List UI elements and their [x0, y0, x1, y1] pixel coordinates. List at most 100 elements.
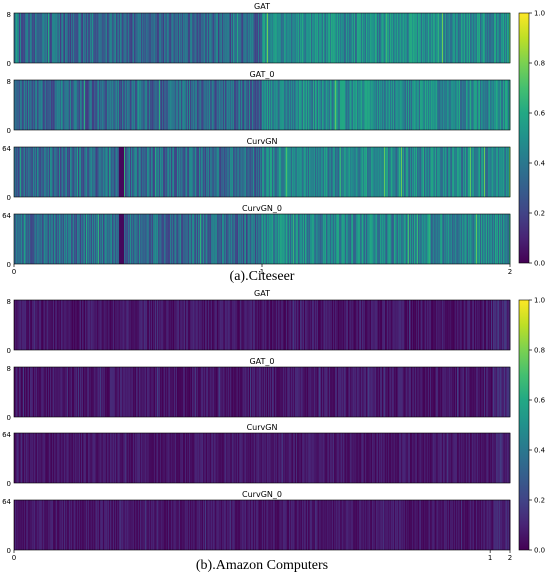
heatmap-cell-column: [173, 300, 175, 350]
heatmap-cell-column: [326, 13, 328, 63]
heatmap-cell-column: [374, 367, 376, 417]
heatmap-cell-column: [123, 433, 125, 483]
heatmap-cell-column: [132, 214, 134, 264]
heatmap-cell-column: [191, 433, 193, 483]
heatmap-cell-column: [156, 214, 158, 264]
heatmap-cell-column: [310, 214, 312, 264]
heatmap-cell-column: [406, 433, 408, 483]
heatmap-cell-column: [27, 214, 29, 264]
heatmap-cell-column: [20, 80, 22, 130]
heatmap-cell-column: [275, 500, 277, 550]
heatmap-cell-column: [334, 300, 336, 350]
heatmap-cell-column: [290, 367, 292, 417]
heatmap-cell-column: [508, 300, 510, 350]
heatmap-cell-column: [335, 367, 337, 417]
heatmap-cell-column: [315, 80, 317, 130]
heatmap-cell-column: [480, 433, 482, 483]
heatmap-cell-column: [34, 433, 36, 483]
heatmap-cell-column: [203, 367, 205, 417]
heatmap-cell-column: [33, 214, 35, 264]
heatmap-cell-column: [491, 300, 493, 350]
heatmap-cell-column: [151, 147, 153, 197]
heatmap-cell-column: [383, 147, 385, 197]
heatmap-cell-column: [158, 367, 160, 417]
heatmap-cell-column: [447, 80, 449, 130]
heatmap-cell-column: [315, 433, 317, 483]
heatmap-cell-column: [204, 80, 206, 130]
heatmap-cell-column: [263, 147, 265, 197]
heatmap-cell-column: [58, 367, 60, 417]
heatmap-cell-column: [452, 433, 454, 483]
heatmap-cell-column: [390, 80, 392, 130]
heatmap-cell-column: [305, 300, 307, 350]
heatmap-cell-column: [342, 80, 344, 130]
heatmap-cell-column: [363, 367, 365, 417]
heatmap-cell-column: [136, 500, 138, 550]
heatmap-cell-column: [209, 214, 211, 264]
heatmap-cell-column: [187, 214, 189, 264]
heatmap-cell-column: [83, 500, 85, 550]
heatmap-cell-column: [211, 367, 213, 417]
heatmap-cell-column: [168, 13, 170, 63]
heatmap-cell-column: [220, 13, 222, 63]
heatmap-cell-column: [86, 300, 88, 350]
heatmap-cell-column: [87, 214, 89, 264]
heatmap-cell-column: [333, 147, 335, 197]
heatmap-cell-column: [420, 214, 422, 264]
heatmap-cell-column: [27, 367, 29, 417]
heatmap-cell-column: [183, 433, 185, 483]
heatmap-cell-column: [129, 500, 131, 550]
heatmap-cell-column: [162, 500, 164, 550]
heatmap-cell-column: [397, 500, 399, 550]
heatmap-cell-column: [261, 13, 263, 63]
heatmap-cell-column: [361, 80, 363, 130]
heatmap-cell-column: [293, 300, 295, 350]
heatmap-cell-column: [351, 214, 353, 264]
heatmap-cell-column: [378, 214, 380, 264]
heatmap-cell-column: [356, 367, 358, 417]
heatmap-cell-column: [290, 300, 292, 350]
heatmap-cell-column: [140, 147, 142, 197]
heatmap-cell-column: [89, 147, 91, 197]
heatmap-cell-column: [454, 80, 456, 130]
heatmap-cell-column: [500, 13, 502, 63]
heatmap-cell-column: [139, 80, 141, 130]
heatmap-cell-column: [475, 367, 477, 417]
heatmap-cell-column: [129, 80, 131, 130]
heatmap-cell-column: [155, 433, 157, 483]
heatmap-cell-column: [376, 300, 378, 350]
heatmap-cell-column: [457, 300, 459, 350]
heatmap-cell-column: [445, 367, 447, 417]
heatmap-cell-column: [171, 214, 173, 264]
heatmap-cell-column: [207, 13, 209, 63]
heatmap-cell-column: [206, 80, 208, 130]
heatmap-cell-column: [363, 80, 365, 130]
heatmap-cell-column: [317, 13, 319, 63]
heatmap-cell-column: [46, 13, 48, 63]
heatmap-cell-column: [122, 214, 124, 264]
heatmap-cell-column: [243, 500, 245, 550]
heatmap-cell-column: [142, 500, 144, 550]
heatmap-cell-column: [277, 300, 279, 350]
heatmap-cell-column: [44, 13, 46, 63]
heatmap-cell-column: [183, 13, 185, 63]
heatmap-cell-column: [108, 80, 110, 130]
heatmap-cell-column: [212, 80, 214, 130]
heatmap-cell-column: [41, 367, 43, 417]
heatmap-cell-column: [399, 147, 401, 197]
heatmap-cell-column: [314, 367, 316, 417]
heatmap-cell-column: [426, 147, 428, 197]
heatmap-cell-column: [79, 13, 81, 63]
heatmap-cell-column: [109, 214, 111, 264]
heatmap-cell-column: [116, 13, 118, 63]
heatmap-cell-column: [341, 433, 343, 483]
heatmap-cell-column: [507, 433, 509, 483]
heatmap-cell-column: [126, 80, 128, 130]
heatmap-cell-column: [213, 214, 215, 264]
heatmap-cell-column: [361, 300, 363, 350]
heatmap-cell-column: [302, 13, 304, 63]
heatmap-cell-column: [195, 147, 197, 197]
heatmap-cell-column: [230, 300, 232, 350]
heatmap-cell-column: [183, 367, 185, 417]
heatmap-cell-column: [470, 433, 472, 483]
